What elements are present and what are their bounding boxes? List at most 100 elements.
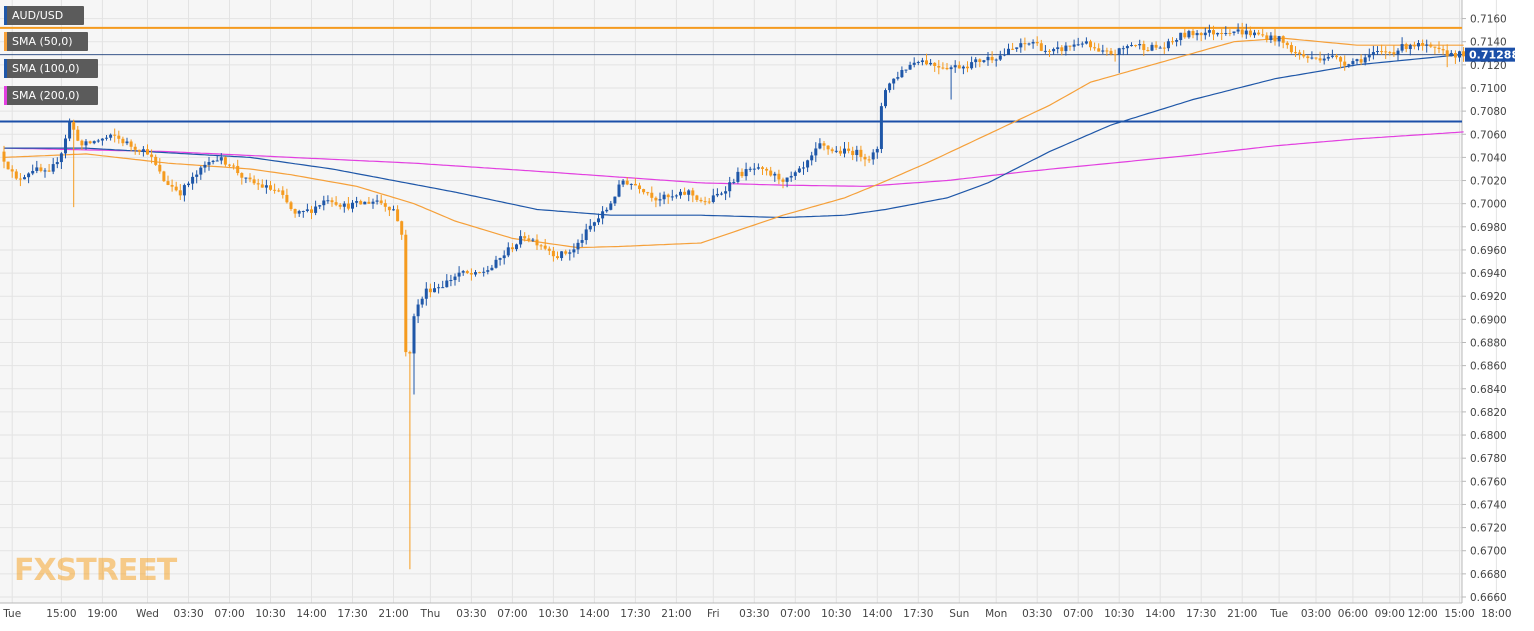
candle-body [1433, 46, 1437, 48]
candle-body [925, 60, 928, 65]
y-tick-label: 0.7040 [1470, 152, 1507, 164]
candle-body [1298, 52, 1302, 55]
candle-body [1380, 51, 1384, 53]
y-tick-label: 0.6920 [1470, 291, 1507, 303]
candle-body [1359, 59, 1363, 63]
candle-body [1240, 29, 1244, 35]
candle-body [1281, 36, 1285, 43]
candle-body [851, 150, 855, 156]
candle-body [494, 259, 498, 268]
candle-body [117, 135, 121, 139]
candle-body [141, 149, 145, 152]
candle-body [100, 138, 104, 141]
y-tick-label: 0.7000 [1470, 199, 1507, 211]
candle-body [182, 185, 186, 196]
candle-body [416, 304, 420, 317]
candle-body [1384, 51, 1388, 53]
candle-body [18, 178, 22, 180]
candle-body [802, 167, 805, 169]
candle-body [1347, 64, 1351, 66]
candle-body [1162, 47, 1166, 49]
candle-body [609, 203, 613, 210]
candle-body [1142, 44, 1146, 51]
x-tick-label: 07:00 [214, 608, 244, 620]
candle-body [31, 170, 35, 174]
candle-body [1093, 47, 1097, 49]
y-tick-label: 0.6960 [1470, 245, 1507, 257]
candle-body [1408, 45, 1412, 50]
candle-body [814, 148, 818, 156]
x-tick-label: 07:00 [1063, 608, 1093, 620]
candle-body [1101, 50, 1105, 52]
legend-sma200[interactable]: SMA (200,0) [4, 86, 98, 105]
candle-body [584, 229, 588, 241]
x-tick-label: 03:30 [739, 608, 769, 620]
candle-body [285, 194, 289, 203]
candle-body [351, 202, 354, 209]
candle-body [966, 66, 969, 69]
candle-body [424, 288, 428, 299]
candle-body [1080, 43, 1084, 45]
candle-body [888, 83, 892, 91]
y-tick-label: 0.7080 [1470, 106, 1507, 118]
candle-body [777, 173, 781, 180]
x-tick-label: 17:30 [903, 608, 933, 620]
candle-body [461, 271, 465, 273]
candle-body [941, 67, 945, 69]
candle-body [174, 186, 178, 191]
y-tick-label: 0.7100 [1470, 83, 1507, 95]
legend-sma200-swatch [4, 86, 7, 105]
candle-body [105, 137, 108, 139]
candle-body [162, 171, 166, 182]
candle-body [884, 90, 887, 107]
candle-body [1052, 49, 1056, 52]
candle-body [1199, 33, 1203, 36]
y-axis: 0.6660 0.6680 0.6700 0.6720 0.6740 0.6760 0.67… [1462, 14, 1507, 604]
y-tick-label: 0.6860 [1470, 361, 1507, 373]
candle-body [1412, 45, 1416, 47]
candle-body [646, 192, 650, 194]
candle-body [281, 190, 285, 195]
candle-body [1084, 41, 1088, 44]
candle-body [1064, 45, 1068, 52]
candle-body [916, 62, 920, 64]
grid-lines [0, 0, 1497, 604]
candle-body [892, 78, 896, 84]
legend-sma50[interactable]: SMA (50,0) [4, 32, 88, 51]
candle-body [72, 121, 76, 130]
candle-body [515, 244, 518, 250]
candle-body [982, 60, 986, 63]
candle-body [650, 192, 654, 198]
candle-body [1314, 57, 1318, 59]
x-tick-label: Tue [2, 608, 21, 620]
legend-sma100[interactable]: SMA (100,0) [4, 59, 98, 78]
x-tick-label: Wed [136, 608, 159, 620]
candle-body [1285, 42, 1289, 46]
candle-body [699, 199, 703, 202]
x-tick-label: 14:00 [296, 608, 326, 620]
y-tick-label: 0.6800 [1470, 430, 1507, 442]
candle-body [236, 165, 240, 174]
legend-pair[interactable]: AUD/USD [4, 6, 84, 25]
candle-body [679, 191, 682, 196]
candle-body [1322, 58, 1326, 61]
candle-body [691, 190, 695, 196]
candle-body [720, 193, 723, 195]
candle-body [863, 156, 867, 160]
candle-body [1060, 47, 1064, 52]
candle-body [109, 134, 113, 138]
x-tick-label: 03:00 [1301, 608, 1331, 620]
candle-body [994, 59, 998, 61]
sma100-line [4, 53, 1464, 219]
candle-body [150, 154, 154, 157]
candle-body [736, 171, 740, 182]
candle-body [715, 193, 719, 196]
candle-body [80, 140, 84, 146]
candle-body [826, 145, 830, 150]
candle-body [191, 176, 195, 184]
candle-body [1207, 30, 1211, 33]
candle-body [625, 180, 629, 185]
candle-body [592, 222, 596, 226]
candle-body [1371, 52, 1375, 56]
candle-body [207, 162, 211, 165]
